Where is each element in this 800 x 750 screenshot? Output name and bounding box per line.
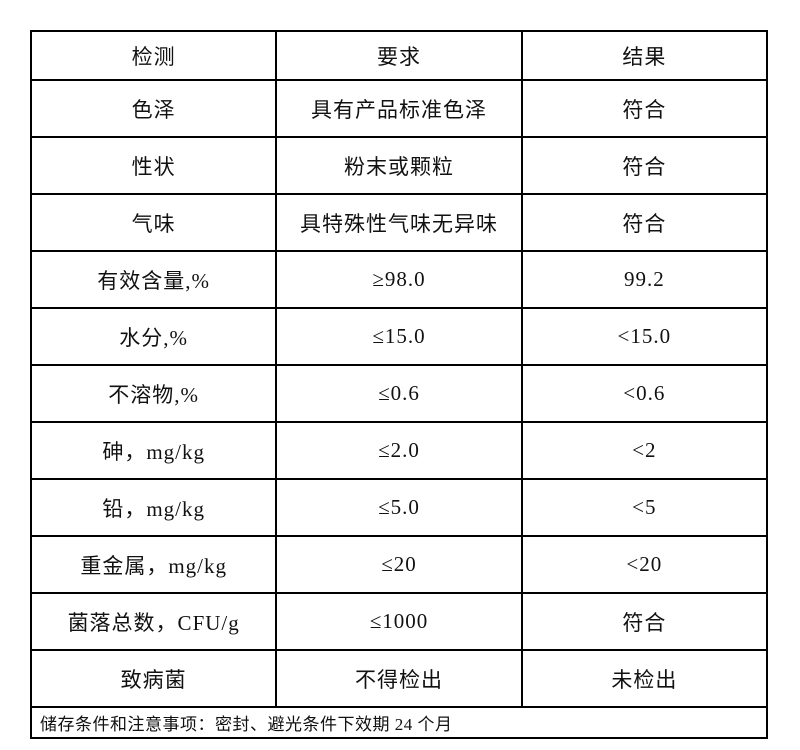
table-row: 不溶物,% ≤0.6 <0.6 bbox=[29, 364, 769, 423]
cell-test-name: 有效含量,% bbox=[29, 250, 278, 309]
table-row: 水分,% ≤15.0 <15.0 bbox=[29, 307, 769, 366]
column-header-result: 结果 bbox=[520, 30, 769, 81]
cell-test-name: 色泽 bbox=[29, 79, 278, 138]
storage-conditions-note: 储存条件和注意事项：密封、避光条件下效期 24 个月 bbox=[30, 706, 768, 739]
table-row: 色泽 具有产品标准色泽 符合 bbox=[29, 79, 769, 138]
cell-test-name: 铅，mg/kg bbox=[29, 478, 278, 537]
cell-requirement: ≤5.0 bbox=[275, 478, 523, 537]
cell-result: 未检出 bbox=[520, 649, 769, 708]
cell-test-name: 水分,% bbox=[29, 307, 278, 366]
table-row: 气味 具特殊性气味无异味 符合 bbox=[29, 193, 769, 252]
table-footer-row: 储存条件和注意事项：密封、避光条件下效期 24 个月 bbox=[30, 706, 768, 739]
cell-requirement: ≤20 bbox=[275, 535, 523, 594]
column-header-requirement: 要求 bbox=[275, 30, 523, 81]
cell-result: 符合 bbox=[520, 592, 769, 651]
table-row: 性状 粉末或颗粒 符合 bbox=[29, 136, 769, 195]
cell-requirement: ≤15.0 bbox=[275, 307, 523, 366]
cell-result: <2 bbox=[520, 421, 769, 480]
cell-result: 符合 bbox=[520, 193, 769, 252]
table-row: 致病菌 不得检出 未检出 bbox=[29, 649, 769, 708]
cell-result: <15.0 bbox=[520, 307, 769, 366]
cell-result: <0.6 bbox=[520, 364, 769, 423]
cell-result: <5 bbox=[520, 478, 769, 537]
cell-result: <20 bbox=[520, 535, 769, 594]
table-row: 铅，mg/kg ≤5.0 <5 bbox=[29, 478, 769, 537]
cell-requirement: 粉末或颗粒 bbox=[275, 136, 523, 195]
inspection-table: 检测 要求 结果 色泽 具有产品标准色泽 符合 性状 粉末或颗粒 符合 气味 具… bbox=[29, 30, 769, 739]
cell-requirement: ≤1000 bbox=[275, 592, 523, 651]
cell-result: 符合 bbox=[520, 79, 769, 138]
cell-requirement: 具有产品标准色泽 bbox=[275, 79, 523, 138]
cell-test-name: 重金属，mg/kg bbox=[29, 535, 278, 594]
cell-result: 符合 bbox=[520, 136, 769, 195]
cell-result: 99.2 bbox=[520, 250, 769, 309]
table-row: 重金属，mg/kg ≤20 <20 bbox=[29, 535, 769, 594]
cell-test-name: 菌落总数，CFU/g bbox=[29, 592, 278, 651]
cell-requirement: ≤0.6 bbox=[275, 364, 523, 423]
table-row: 有效含量,% ≥98.0 99.2 bbox=[29, 250, 769, 309]
cell-requirement: 不得检出 bbox=[275, 649, 523, 708]
cell-test-name: 性状 bbox=[29, 136, 278, 195]
table-header-row: 检测 要求 结果 bbox=[29, 30, 769, 81]
cell-test-name: 砷，mg/kg bbox=[29, 421, 278, 480]
column-header-test: 检测 bbox=[29, 30, 278, 81]
table-row: 菌落总数，CFU/g ≤1000 符合 bbox=[29, 592, 769, 651]
cell-requirement: ≤2.0 bbox=[275, 421, 523, 480]
table-row: 砷，mg/kg ≤2.0 <2 bbox=[29, 421, 769, 480]
cell-requirement: ≥98.0 bbox=[275, 250, 523, 309]
cell-test-name: 不溶物,% bbox=[29, 364, 278, 423]
cell-requirement: 具特殊性气味无异味 bbox=[275, 193, 523, 252]
cell-test-name: 致病菌 bbox=[29, 649, 278, 708]
cell-test-name: 气味 bbox=[29, 193, 278, 252]
